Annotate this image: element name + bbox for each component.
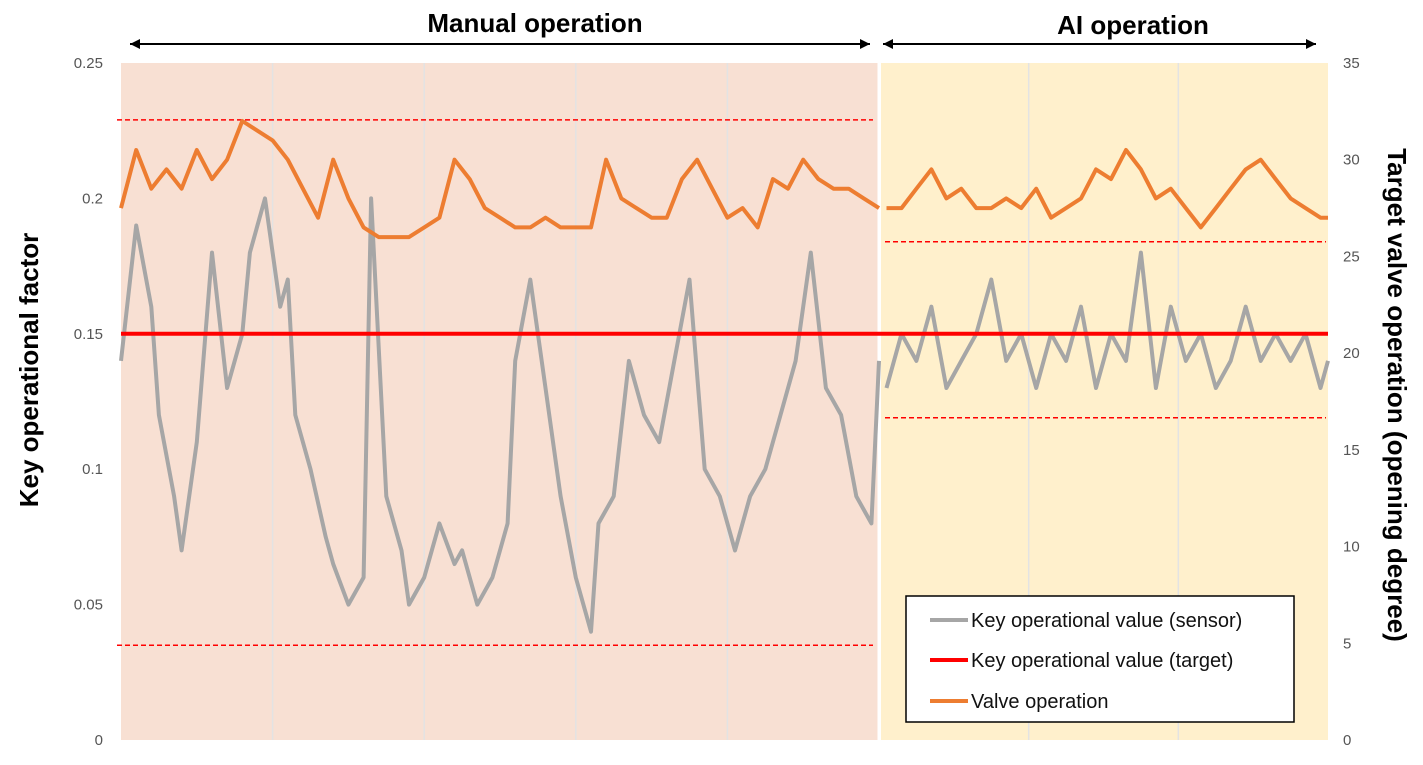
y-tick-label: 0.25 — [74, 55, 103, 72]
y-axis-title: Key operational factor — [14, 233, 44, 508]
section-header-ai: AI operation — [883, 10, 1316, 49]
y-tick-label: 0.15 — [74, 326, 103, 343]
arrow-left-icon — [130, 39, 140, 49]
legend-item-target: Key operational value (target) — [930, 650, 1233, 672]
limit-bands — [117, 119, 1326, 646]
y2-tick-label: 30 — [1343, 152, 1360, 169]
y2-tick-label: 0 — [1343, 732, 1351, 749]
y2-axis-title: Target valve operation (opening degree) — [1382, 148, 1412, 642]
y-tick-label: 0 — [95, 732, 103, 749]
y2-tick-label: 35 — [1343, 55, 1360, 72]
arrow-left-icon — [883, 39, 893, 49]
legend-box — [905, 595, 1295, 723]
legend-label-valve: Valve operation — [971, 691, 1109, 713]
arrow-right-icon — [1306, 39, 1316, 49]
legend-item-sensor: Key operational value (sensor) — [930, 610, 1242, 632]
legend-label-target: Key operational value (target) — [971, 650, 1233, 672]
legend: Key operational value (sensor) Key opera… — [905, 595, 1295, 723]
y2-tick-label: 5 — [1343, 635, 1351, 652]
y2-tick-label: 20 — [1343, 345, 1360, 362]
manual-region-background — [121, 63, 878, 740]
y-tick-label: 0.05 — [74, 597, 103, 614]
y-tick-label: 0.1 — [82, 461, 103, 478]
axes: 0 0.05 0.1 0.15 0.2 0.25 0 5 10 15 20 25 30 35 — [74, 55, 1360, 749]
arrow-right-icon — [860, 39, 870, 49]
legend-item-valve: Valve operation — [930, 691, 1109, 713]
y2-tick-label: 15 — [1343, 442, 1360, 459]
y-tick-label: 0.2 — [82, 190, 103, 207]
y2-tick-label: 10 — [1343, 539, 1360, 556]
series-lines — [119, 119, 1330, 634]
section-label-ai: AI operation — [1057, 10, 1209, 40]
legend-label-sensor: Key operational value (sensor) — [971, 610, 1242, 632]
section-header-manual: Manual operation — [130, 8, 870, 49]
section-label-manual: Manual operation — [427, 8, 642, 38]
y2-tick-label: 25 — [1343, 248, 1360, 265]
